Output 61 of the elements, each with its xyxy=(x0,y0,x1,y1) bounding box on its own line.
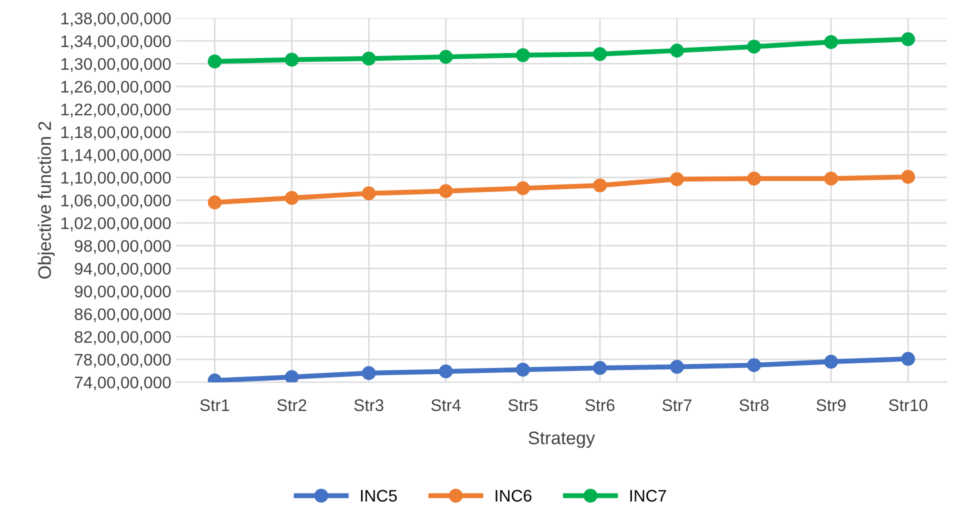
x-tick-label: Str10 xyxy=(888,399,928,412)
x-tick-label: Str7 xyxy=(662,399,692,412)
point xyxy=(901,32,916,46)
point xyxy=(516,362,530,377)
point xyxy=(901,352,916,366)
point xyxy=(516,181,530,196)
y-tick-label: 1,14,00,00,000 xyxy=(61,149,171,163)
x-tick-label: Str2 xyxy=(277,399,306,412)
legend-label: INC6 xyxy=(496,490,532,502)
point xyxy=(284,190,299,205)
point xyxy=(438,184,453,198)
point xyxy=(362,52,376,66)
x-tick-label: Str8 xyxy=(740,399,769,412)
x-tick-label: Str4 xyxy=(431,399,461,412)
y-tick-label: 1,18,00,00,000 xyxy=(61,126,171,140)
point xyxy=(593,178,607,192)
point xyxy=(747,358,761,372)
x-tick-label: Str5 xyxy=(508,399,538,412)
point xyxy=(670,360,684,374)
y-tick-label: 86,00,00,000 xyxy=(74,308,171,322)
point xyxy=(747,40,761,54)
point xyxy=(438,50,453,64)
point xyxy=(901,170,916,184)
y-tick-label: 1,38,00,00,000 xyxy=(61,12,171,26)
point xyxy=(516,48,530,62)
point xyxy=(824,172,838,186)
point xyxy=(284,52,299,67)
x-tick-label: Str1 xyxy=(200,399,230,412)
y-tick-label: 1,30,00,00,000 xyxy=(61,58,171,72)
y-tick-label: 90,00,00,000 xyxy=(74,286,171,300)
y-tick-label: 74,00,00,000 xyxy=(74,376,171,390)
y-axis-title: Objective function 2 xyxy=(38,122,55,279)
point xyxy=(593,361,607,375)
y-tick-label: 98,00,00,000 xyxy=(74,240,171,254)
x-axis-title: Strategy xyxy=(528,432,596,448)
legend-label: INC5 xyxy=(361,490,397,502)
y-tick-label: 1,34,00,00,000 xyxy=(61,35,171,50)
y-tick-label: 1,22,00,00,000 xyxy=(61,104,171,118)
point xyxy=(670,44,684,58)
point xyxy=(670,172,684,186)
y-tick-label: 78,00,00,000 xyxy=(74,354,171,368)
point xyxy=(208,54,222,68)
y-tick-label: 1,06,00,00,000 xyxy=(61,194,171,208)
point xyxy=(824,354,838,369)
point xyxy=(747,172,761,186)
x-tick-label: Str9 xyxy=(816,399,846,412)
point xyxy=(438,364,453,378)
x-tick-label: Str3 xyxy=(354,399,384,412)
legend-label: INC7 xyxy=(630,490,666,502)
point xyxy=(362,366,376,380)
point xyxy=(284,370,299,382)
y-tick-label: 1,10,00,00,000 xyxy=(61,172,171,186)
y-tick-label: 94,00,00,000 xyxy=(74,262,171,277)
y-tick-label: 1,26,00,00,000 xyxy=(61,80,171,95)
point xyxy=(362,186,376,200)
point xyxy=(208,196,222,210)
point xyxy=(593,47,607,61)
x-tick-label: Str6 xyxy=(585,399,614,412)
y-tick-label: 82,00,00,000 xyxy=(74,331,171,345)
y-tick-label: 1,02,00,00,000 xyxy=(61,217,171,232)
point xyxy=(824,35,838,50)
